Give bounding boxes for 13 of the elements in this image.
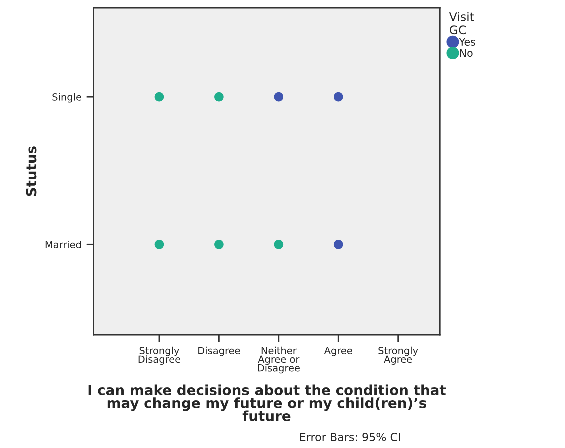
x-tick-label: Agree bbox=[324, 347, 352, 356]
legend-title: Visit GC bbox=[449, 12, 474, 35]
x-tick-label: Disagree bbox=[198, 346, 240, 356]
text: Error Bars: 95% CI bbox=[300, 433, 400, 442]
x-axis-title: I can make decisions about the condition that may change my future or my child(ren)’s future bbox=[88, 384, 446, 422]
x-tick-label: Strongly Disagree bbox=[138, 346, 181, 365]
x-tick-label: Neither Agree or Disagree bbox=[258, 346, 300, 374]
legend-label: No bbox=[460, 49, 473, 58]
x-tick-label: Strongly Agree bbox=[378, 346, 418, 365]
text: Married bbox=[46, 240, 82, 248]
text: Single bbox=[52, 93, 82, 103]
legend-label: Yes bbox=[459, 38, 476, 46]
y-axis-title: Stutus bbox=[26, 146, 37, 196]
